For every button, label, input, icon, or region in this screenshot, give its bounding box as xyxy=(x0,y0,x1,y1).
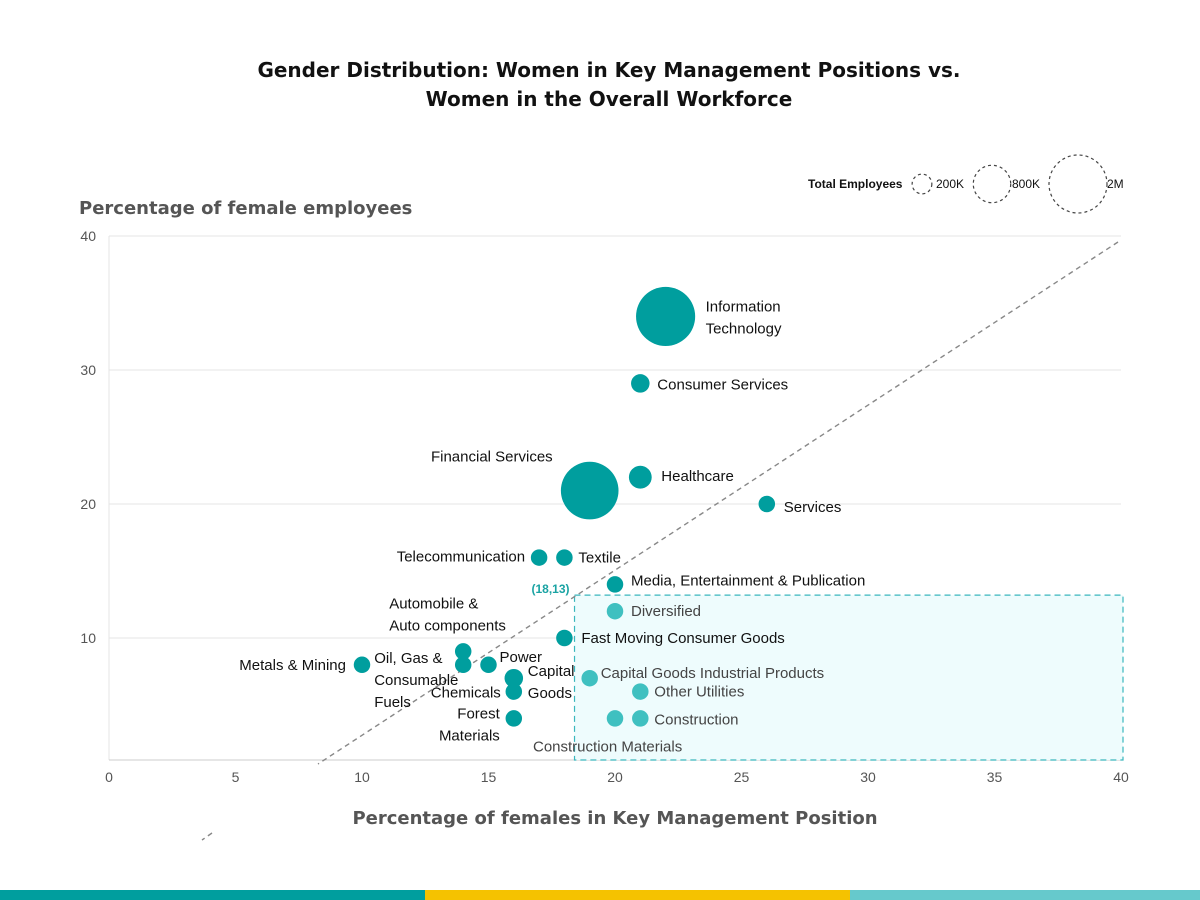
footer-stripe-yellow xyxy=(425,890,850,900)
point-other-utilities xyxy=(632,683,649,700)
legend-label-800K: 800K xyxy=(1012,177,1040,191)
footer-stripe-light-teal xyxy=(850,890,1200,900)
legend-circle-800K xyxy=(972,164,1012,204)
point-information-technology xyxy=(636,286,696,346)
legend-title: Total Employees xyxy=(808,177,903,191)
data-points xyxy=(353,286,776,727)
x-tick-0: 0 xyxy=(105,769,113,785)
label-information-technology: Information Technology xyxy=(706,298,782,337)
label-diversified: Diversified xyxy=(631,603,701,620)
point-construction-materials xyxy=(606,710,624,727)
label-metals-mining: Metals & Mining xyxy=(239,657,346,674)
point-textile xyxy=(556,549,573,566)
chart-title-line-0: Gender Distribution: Women in Key Manage… xyxy=(257,58,960,82)
point-forest-materials xyxy=(505,710,523,727)
point-metals-mining xyxy=(353,656,371,674)
x-tick-35: 35 xyxy=(987,769,1003,785)
label-consumer-services: Consumer Services xyxy=(657,376,788,393)
y-tick-30: 30 xyxy=(80,362,96,378)
highlight-box xyxy=(573,594,1124,761)
y-tick-40: 40 xyxy=(80,228,96,244)
footer-stripe-teal xyxy=(0,890,425,900)
label-oil-gas-consumable-fuels: Oil, Gas & Consumable Fuels xyxy=(374,650,458,711)
point-services xyxy=(758,495,776,513)
point-power xyxy=(480,656,497,674)
chart-title: Gender Distribution: Women in Key Manage… xyxy=(257,58,960,111)
x-tick-5: 5 xyxy=(232,769,240,785)
point-capital-goods xyxy=(504,668,524,688)
label-capital-goods-industrial-products: Capital Goods Industrial Products xyxy=(601,665,824,682)
label-chemicals: Chemicals xyxy=(431,685,501,702)
label-construction-materials: Construction Materials xyxy=(533,738,682,755)
label-telecommunication: Telecommunication xyxy=(397,549,525,566)
label-construction: Construction xyxy=(654,711,738,728)
point-labels: Information Technology Consumer Services He… xyxy=(239,298,865,755)
x-axis-label: Percentage of females in Key Management … xyxy=(352,808,877,829)
x-tick-25: 25 xyxy=(734,769,750,785)
label-media-entertainment-publication: Media, Entertainment & Publication xyxy=(631,572,865,589)
legend-label-2M: 2M xyxy=(1107,177,1124,191)
legend-label-200K: 200K xyxy=(936,177,964,191)
x-tick-30: 30 xyxy=(860,769,876,785)
label-fast-moving-consumer-goods: Fast Moving Consumer Goods xyxy=(581,630,784,647)
label-services: Services xyxy=(784,499,842,516)
point-capital-goods-industrial-products xyxy=(581,669,598,687)
y-axis-label: Percentage of female employees xyxy=(79,198,412,219)
point-financial-services xyxy=(560,461,619,520)
highlight-region: (18,13) xyxy=(531,582,1124,761)
label-automobile-auto-components: Automobile & Auto components xyxy=(389,595,506,634)
diagonal-line xyxy=(317,241,1119,765)
y-tick-10: 10 xyxy=(80,630,96,646)
label-healthcare: Healthcare xyxy=(661,468,734,485)
label-other-utilities: Other Utilities xyxy=(654,684,744,701)
label-power: Power xyxy=(500,649,543,666)
point-oil-gas-consumable-fuels xyxy=(454,656,472,674)
point-consumer-services xyxy=(631,374,650,393)
x-tick-15: 15 xyxy=(481,769,497,785)
diagonal-line-tail xyxy=(201,832,213,841)
point-automobile-auto-components xyxy=(454,643,472,660)
axis-ticks: 0 5 10 15 20 25 30 35 40 10 20 30 40 xyxy=(80,228,1129,785)
point-construction xyxy=(632,710,649,727)
label-financial-services: Financial Services xyxy=(431,449,553,466)
chart-title-line-1: Women in the Overall Workforce xyxy=(426,87,793,111)
point-healthcare xyxy=(628,465,652,489)
x-tick-20: 20 xyxy=(607,769,623,785)
label-forest-materials: Forest Materials xyxy=(439,705,501,744)
x-tick-10: 10 xyxy=(354,769,370,785)
point-fast-moving-consumer-goods xyxy=(556,629,573,647)
point-media-entertainment-publication xyxy=(606,576,624,593)
point-chemicals xyxy=(505,683,523,700)
x-tick-40: 40 xyxy=(1113,769,1129,785)
label-textile: Textile xyxy=(578,550,621,567)
y-tick-20: 20 xyxy=(80,496,96,512)
axis-labels: Percentage of female employees Percentage… xyxy=(79,198,878,829)
legend: Total Employees 200K 800K 2M xyxy=(808,154,1124,214)
highlight-annotation: (18,13) xyxy=(531,582,569,596)
legend-circle-2M xyxy=(1048,154,1108,214)
reference-diagonal xyxy=(201,241,1119,841)
label-capital-goods: Capital Goods xyxy=(528,663,575,702)
point-diversified xyxy=(606,602,624,620)
legend-circle-200K xyxy=(911,173,933,195)
point-telecommunication xyxy=(530,549,548,566)
